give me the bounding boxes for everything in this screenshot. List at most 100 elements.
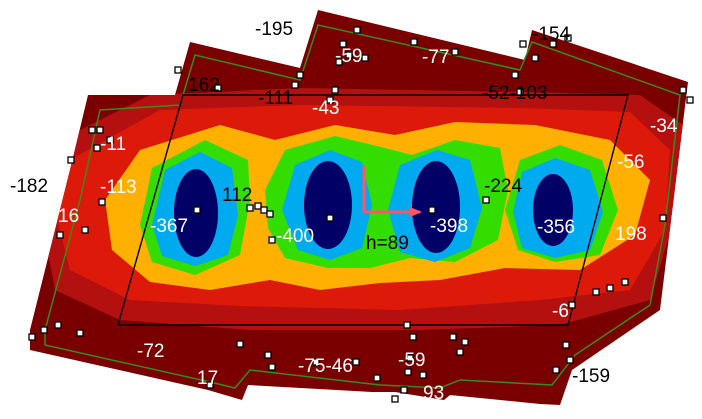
square-marker-icon (391, 395, 399, 403)
label-bottom-75-46: -75-46 (298, 356, 353, 377)
boundary-line (44, 24, 681, 389)
label-top-43: -43 (312, 98, 339, 119)
square-marker-icon (568, 301, 576, 309)
label-left-113: -113 (100, 177, 137, 198)
square-marker-icon (291, 81, 299, 89)
square-marker-icon (606, 284, 614, 292)
square-marker-icon (206, 381, 214, 389)
square-marker-icon (106, 136, 114, 144)
square-marker-icon (679, 86, 687, 94)
square-marker-icon (428, 206, 436, 214)
square-marker-icon (88, 126, 96, 134)
square-marker-icon (659, 214, 667, 222)
square-marker-icon (96, 126, 104, 134)
data-markers (28, 26, 694, 403)
label-min-367: -367 (150, 216, 188, 237)
square-marker-icon (400, 386, 408, 394)
label-top-162: 162 (188, 75, 220, 96)
label-mid-112: 112 (222, 185, 252, 206)
square-marker-icon (511, 71, 519, 79)
square-marker-icon (592, 288, 600, 296)
square-marker-icon (410, 38, 418, 46)
square-marker-icon (40, 326, 48, 334)
label-top-52-103: -52-103 (482, 83, 548, 104)
square-marker-icon (56, 231, 64, 239)
square-marker-icon (28, 333, 36, 341)
square-marker-icon (268, 236, 276, 244)
square-marker-icon (403, 321, 411, 329)
square-marker-icon (531, 54, 539, 62)
square-marker-icon (345, 51, 353, 59)
label-bottom-93: 93 (423, 383, 444, 404)
square-marker-icon (549, 40, 557, 48)
label-left-182: -182 (10, 176, 48, 197)
label-bottom-6: -6 (552, 301, 569, 322)
label-right-56: -56 (617, 152, 644, 173)
label-bottom-17: 17 (197, 368, 218, 389)
square-marker-icon (409, 333, 417, 341)
label-top-77: -77 (422, 47, 449, 68)
square-marker-icon (562, 341, 570, 349)
square-marker-icon (93, 144, 101, 152)
label-min-400: -400 (276, 226, 314, 247)
square-marker-icon (361, 54, 369, 62)
band-navy-2 (304, 161, 352, 249)
square-marker-icon (373, 374, 381, 382)
square-marker-icon (519, 40, 527, 48)
square-marker-icon (76, 329, 84, 337)
square-marker-icon (260, 206, 268, 214)
square-marker-icon (621, 278, 629, 286)
band-navy-4 (533, 174, 573, 246)
square-marker-icon (236, 340, 244, 348)
square-marker-icon (564, 34, 572, 42)
square-marker-icon (352, 358, 360, 366)
square-marker-icon (449, 333, 457, 341)
square-marker-icon (566, 356, 574, 364)
square-marker-icon (174, 66, 182, 74)
square-marker-icon (268, 363, 276, 371)
square-marker-icon (254, 202, 262, 210)
square-marker-icon (81, 226, 89, 234)
square-marker-icon (461, 338, 469, 346)
label-bottom-72: -72 (137, 341, 164, 362)
square-marker-icon (214, 84, 222, 92)
label-min-398: -398 (430, 216, 468, 237)
square-marker-icon (193, 206, 201, 214)
square-marker-icon (67, 156, 75, 164)
square-marker-icon (552, 366, 560, 374)
square-marker-icon (482, 196, 490, 204)
square-marker-icon (335, 58, 343, 66)
square-marker-icon (54, 321, 62, 329)
square-marker-icon (326, 96, 334, 104)
band-navy-3 (412, 161, 460, 253)
label-top-195: -195 (255, 19, 293, 40)
square-marker-icon (404, 368, 412, 376)
square-marker-icon (331, 86, 339, 94)
label-min-356: -356 (537, 217, 575, 238)
square-marker-icon (296, 71, 304, 79)
label-bottom-159: -159 (572, 366, 610, 387)
square-marker-icon (312, 358, 320, 366)
origin-axis-icon (362, 165, 422, 217)
label-top-154: -154 (532, 24, 570, 45)
label-h-89: h=89 (366, 233, 409, 254)
square-marker-icon (246, 204, 254, 212)
label-top-59: -59 (335, 46, 362, 67)
contour-labels: -195 -154 162 -111 -59 -77 -52-103 -43 -… (10, 19, 678, 404)
square-marker-icon (339, 40, 347, 48)
square-marker-icon (326, 214, 334, 222)
label-top-111: -111 (258, 88, 293, 109)
label-left-11: -11 (100, 134, 126, 155)
square-marker-icon (419, 371, 427, 379)
square-marker-icon (516, 88, 524, 96)
frame-line (117, 94, 629, 326)
square-marker-icon (98, 198, 106, 206)
square-marker-icon (353, 26, 361, 34)
label-right-198: 198 (615, 224, 647, 245)
square-marker-icon (266, 210, 274, 218)
square-marker-icon (456, 348, 464, 356)
label-mid-224: -224 (484, 176, 522, 197)
